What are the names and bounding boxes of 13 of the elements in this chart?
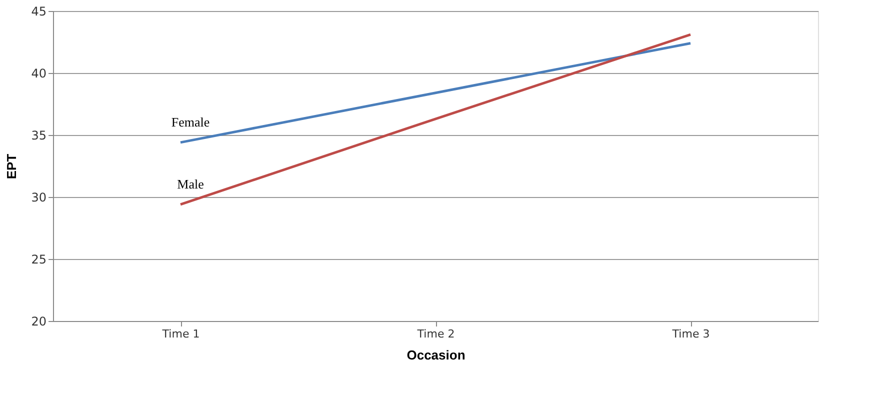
x-tick-label: Time 2 — [416, 328, 455, 340]
y-tick-label: 40 — [31, 66, 46, 80]
x-tick-label: Time 1 — [161, 328, 200, 340]
x-tick-label: Time 3 — [671, 328, 710, 340]
y-tick-label: 20 — [31, 314, 46, 328]
y-tick-label: 35 — [31, 128, 46, 142]
x-axis-title: Occasion — [406, 348, 466, 362]
series-label: Male — [177, 176, 204, 192]
y-axis-title: EPT — [4, 154, 20, 180]
y-tick-label: 25 — [31, 252, 46, 266]
y-tick-label: 30 — [31, 190, 46, 204]
y-tick-label: 45 — [31, 4, 46, 18]
series-label: Female — [171, 114, 210, 130]
